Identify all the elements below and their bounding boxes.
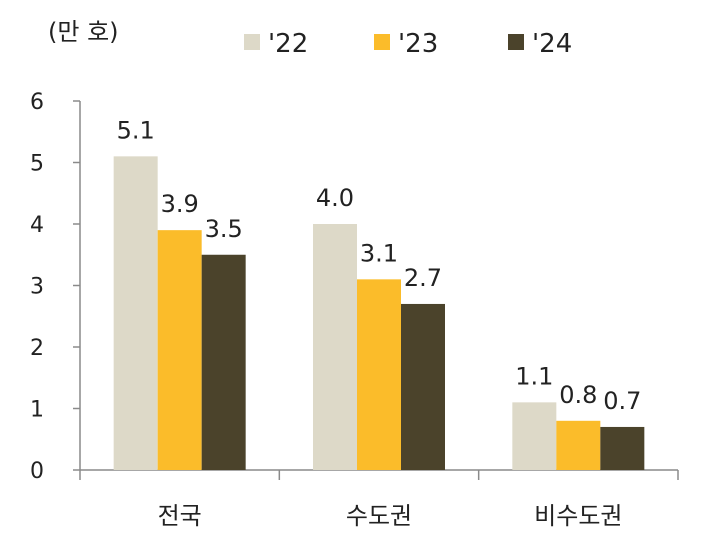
bar <box>113 156 158 470</box>
data-label: 2.7 <box>404 264 442 292</box>
data-label: 4.0 <box>316 184 354 212</box>
y-tick-label: 2 <box>30 336 44 361</box>
data-labels: 5.1 4.0 1.1 3.9 3.1 0.8 3.5 2.7 0.7 <box>117 116 642 415</box>
bar <box>512 402 557 470</box>
category-label: 비수도권 <box>534 502 622 530</box>
data-label: 3.1 <box>360 239 398 267</box>
y-tick-label: 6 <box>30 90 44 115</box>
bar <box>157 230 202 470</box>
data-label: 3.9 <box>161 190 199 218</box>
bar <box>313 224 357 470</box>
bar <box>401 303 445 470</box>
legend-label: '23 <box>398 29 438 59</box>
y-tick-label: 4 <box>30 213 44 238</box>
bar <box>357 279 401 470</box>
category-label: 전국 <box>158 502 202 530</box>
y-unit-label: (만 호) <box>48 18 119 46</box>
bars <box>113 156 645 470</box>
x-axis: 전국 수도권 비수도권 <box>79 469 679 530</box>
bar <box>201 254 246 470</box>
legend-label: '24 <box>532 29 572 59</box>
y-tick-label: 3 <box>30 275 44 300</box>
category-label: 수도권 <box>346 502 412 530</box>
data-label: 5.1 <box>117 116 155 144</box>
legend-swatch <box>374 34 390 50</box>
y-tick-label: 5 <box>30 152 44 177</box>
y-tick-label: 1 <box>30 398 44 423</box>
legend-swatch <box>244 34 260 50</box>
bar <box>600 426 645 470</box>
legend-label: '22 <box>268 29 308 59</box>
data-label: 1.1 <box>515 362 553 390</box>
legend: '22 '23 '24 <box>244 29 572 59</box>
y-axis: 0 1 2 3 4 5 6 <box>30 90 81 484</box>
legend-swatch <box>508 34 524 50</box>
bar <box>556 420 601 470</box>
data-label: 3.5 <box>205 215 243 243</box>
data-label: 0.7 <box>603 387 641 415</box>
y-tick-label: 0 <box>30 459 44 484</box>
data-label: 0.8 <box>559 381 597 409</box>
